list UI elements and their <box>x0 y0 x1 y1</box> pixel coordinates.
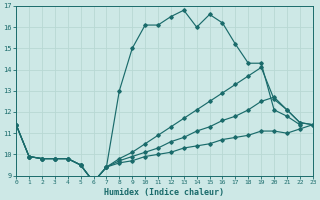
X-axis label: Humidex (Indice chaleur): Humidex (Indice chaleur) <box>104 188 224 197</box>
